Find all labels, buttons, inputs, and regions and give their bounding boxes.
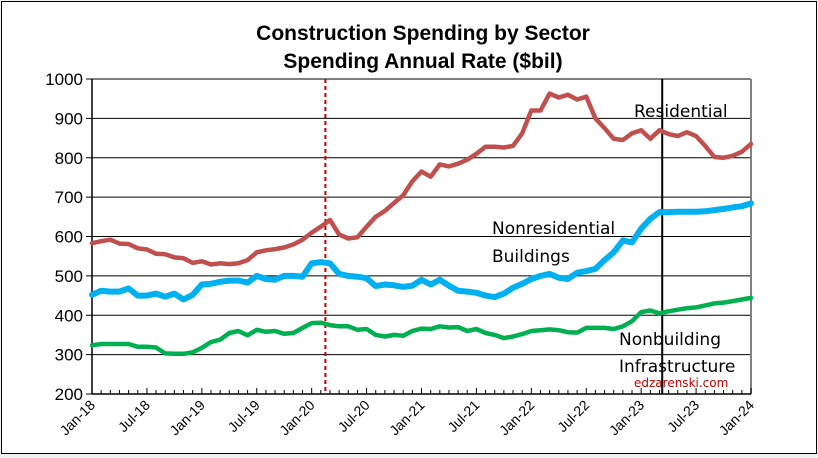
chart-subtitle: Spending Annual Rate ($bil) <box>283 50 562 73</box>
y-tick-label: 400 <box>55 306 83 325</box>
annotation-nonresidential: Nonresidential <box>492 219 615 239</box>
x-axis: Jan-18 Jul-18 Jan-19 Jul-19 Jan-20 Jul-20 Jan-… <box>57 388 758 439</box>
x-tick-label: Jan-19 <box>166 397 208 439</box>
y-axis: 200 300 400 500 600 700 800 900 1000 <box>45 70 93 404</box>
y-tick-label: 700 <box>55 188 83 207</box>
x-tick-label: Jul-23 <box>664 397 702 435</box>
line-chart: Construction Spending by Sector Spending… <box>45 22 758 439</box>
x-tick-label: Jan-23 <box>606 397 648 439</box>
gridlines <box>92 78 752 394</box>
x-tick-label: Jan-21 <box>386 397 428 439</box>
x-tick-label: Jul-22 <box>554 397 592 435</box>
series-nonresidential-buildings <box>89 200 754 303</box>
y-tick-label: 200 <box>55 385 83 404</box>
x-tick-label: Jul-21 <box>444 397 482 435</box>
annotation-residential: Residential <box>634 102 728 122</box>
series-residential <box>89 91 754 267</box>
x-tick-label: Jan-20 <box>276 397 318 439</box>
annotations: Residential Nonresidential Buildings Non… <box>492 102 735 390</box>
annotation-buildings: Buildings <box>492 247 570 267</box>
annotation-nonbuilding: Nonbuilding <box>619 330 721 350</box>
y-tick-label: 300 <box>55 346 83 365</box>
y-tick-label: 900 <box>55 109 83 128</box>
chart-title: Construction Spending by Sector <box>256 22 590 45</box>
x-tick-label: Jul-20 <box>334 397 372 435</box>
y-tick-label: 1000 <box>45 70 83 89</box>
x-tick-label: Jul-19 <box>225 397 263 435</box>
y-tick-label: 600 <box>55 228 83 247</box>
annotation-infrastructure: Infrastructure <box>619 357 735 377</box>
credit-watermark: edzarenski.com <box>634 376 728 390</box>
y-tick-label: 800 <box>55 149 83 168</box>
y-tick-label: 500 <box>55 267 83 286</box>
x-tick-label: Jan-24 <box>716 397 758 439</box>
x-tick-label: Jan-22 <box>496 397 538 439</box>
x-tick-label: Jul-18 <box>115 397 153 435</box>
series-nonbuilding-infrastructure <box>89 295 754 357</box>
series-lines <box>89 91 754 357</box>
